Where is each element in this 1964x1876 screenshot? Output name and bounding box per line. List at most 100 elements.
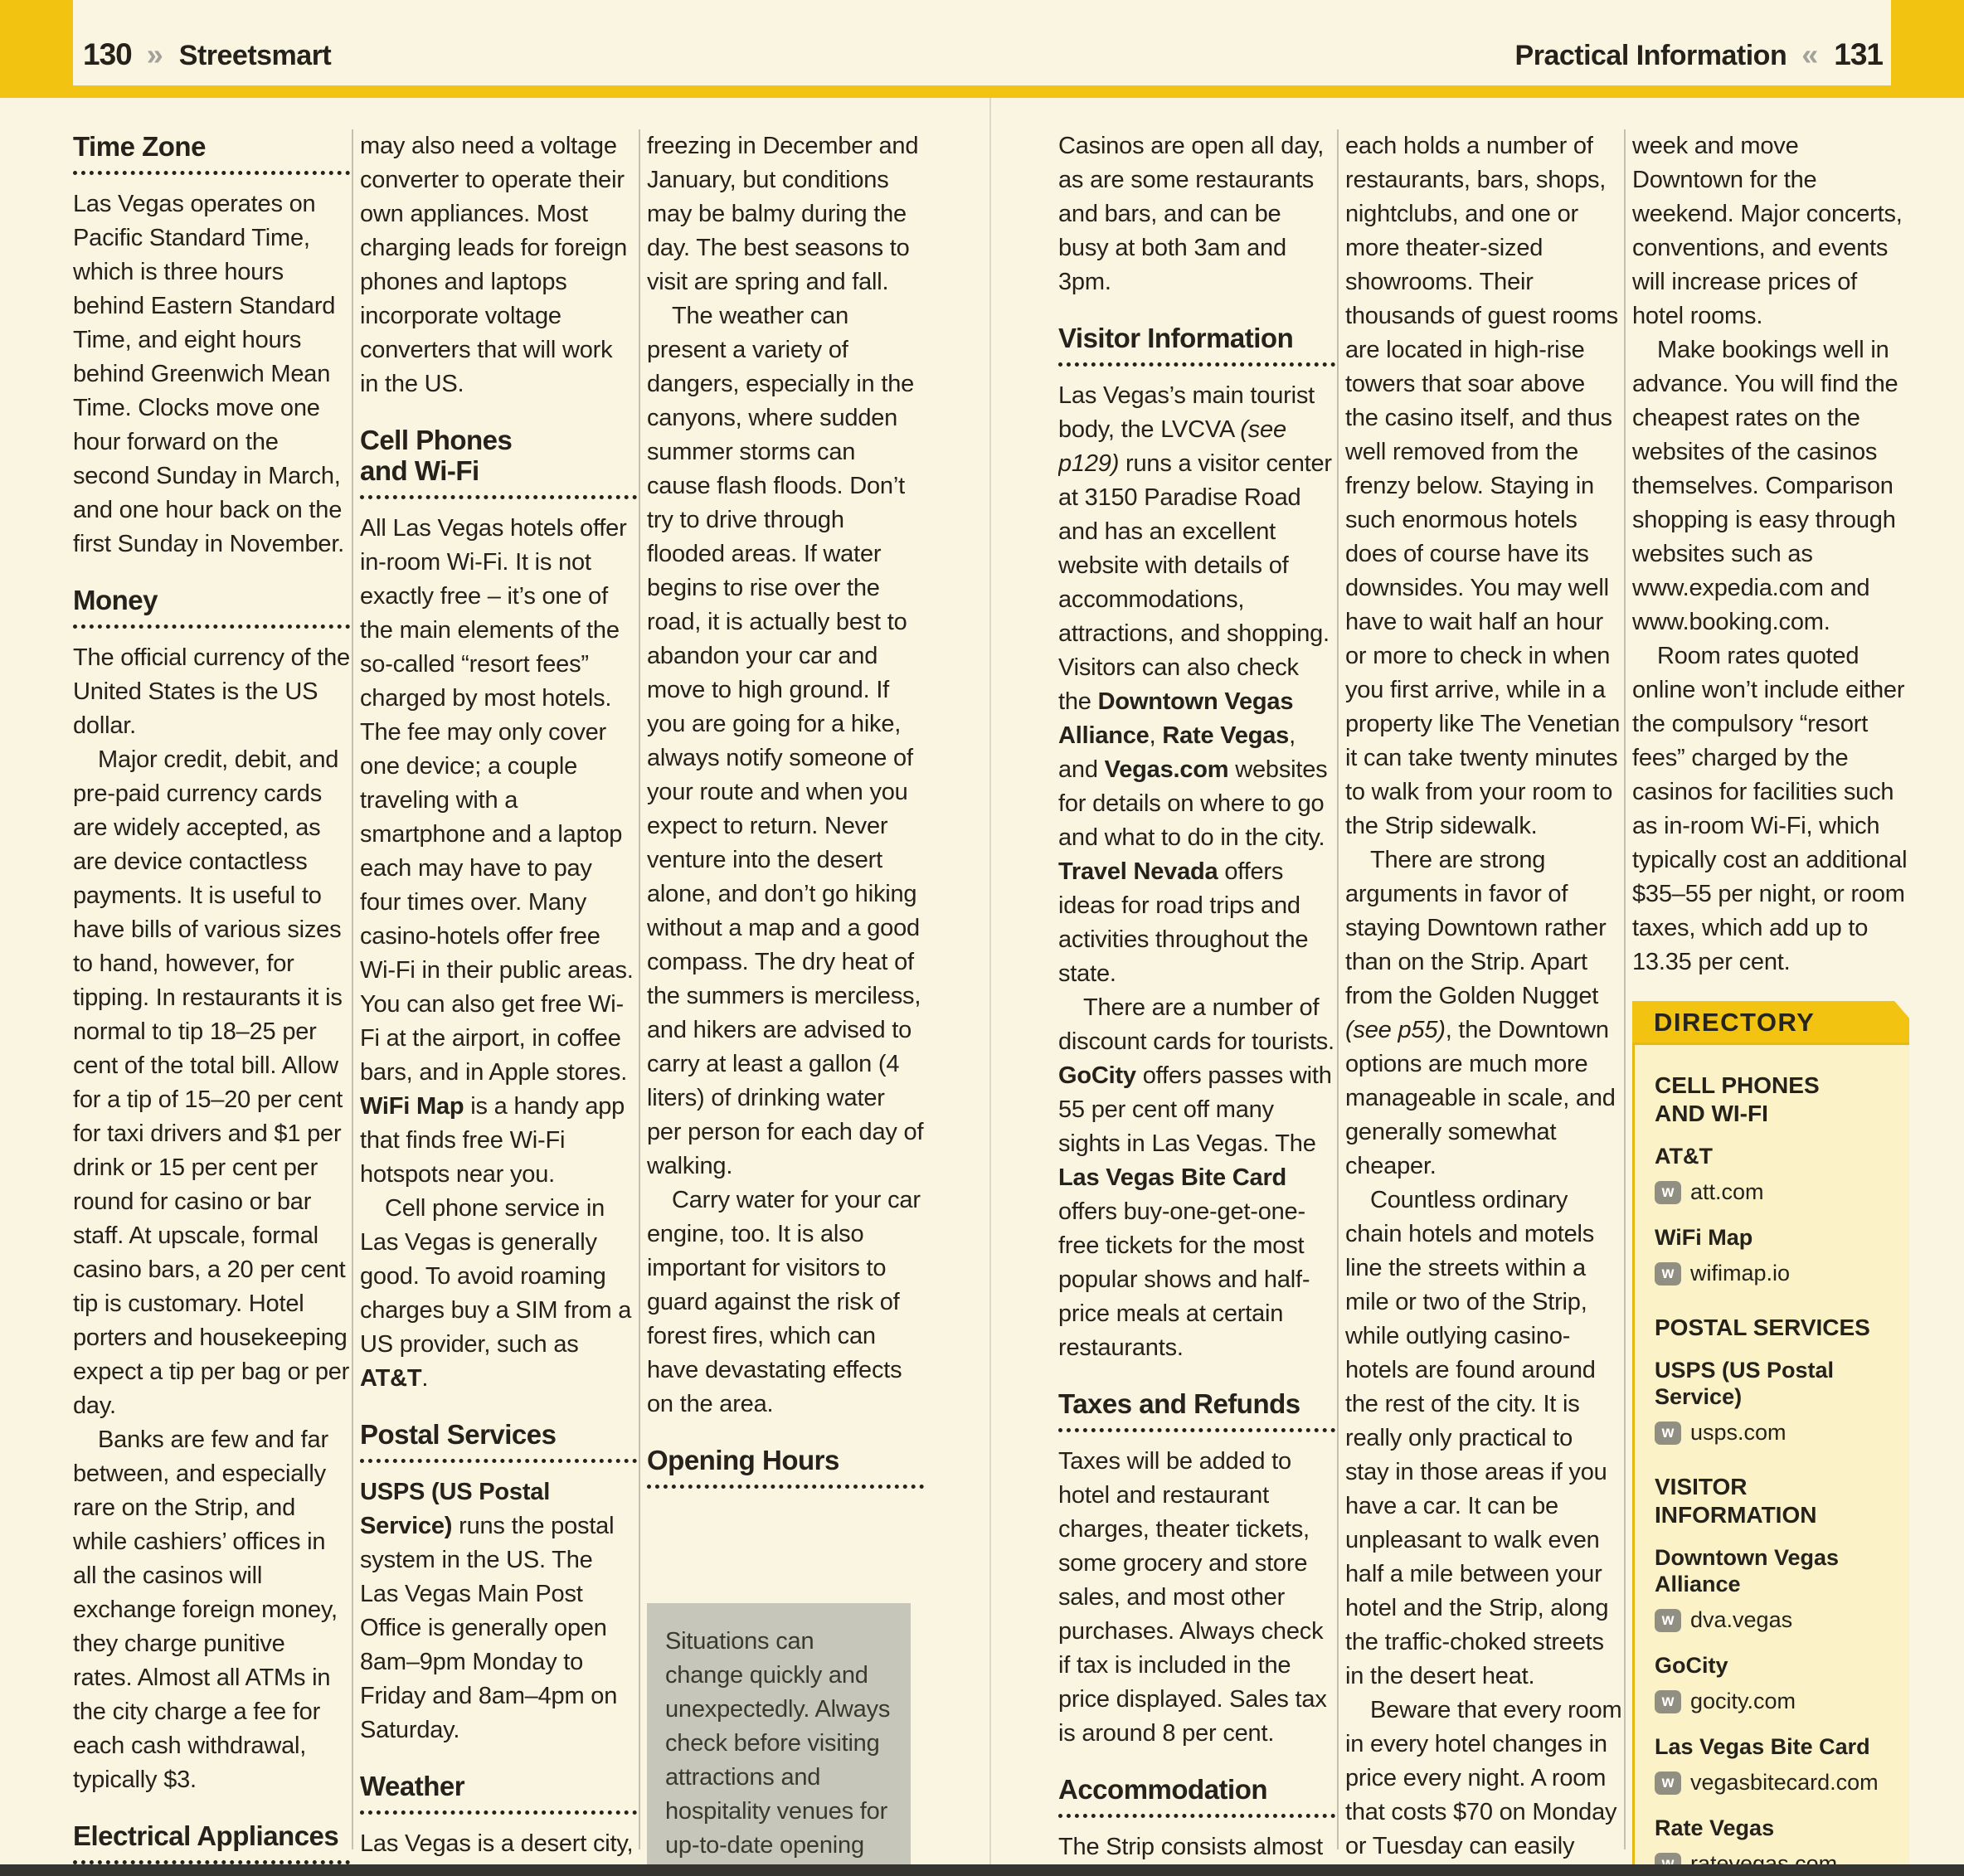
url-text: ratevegas.com [1690,1851,1838,1864]
section-heading: Weather [360,1771,465,1801]
directory-entry-url: w att.com [1655,1175,1900,1209]
directory-entry-name: AT&T [1655,1144,1713,1169]
section-heading: Visitor Information [1058,323,1294,353]
paragraph: The Strip consists almost exclusively of… [1058,1834,1323,1860]
paragraph: There are strong arguments in favor of s… [1345,847,1616,1179]
right-section-title: Practical Information [1514,40,1787,71]
dotted-rule [1058,1426,1335,1432]
dotted-rule [360,493,637,499]
dotted-rule [73,1859,350,1864]
text-column: may also need a voltage converter to ope… [360,129,637,1864]
text-column: week and move Downtown for the weekend. … [1632,129,1909,1864]
section-heading: Taxes and Refunds [1058,1388,1300,1419]
header-right: Practical Information « 131 [1514,37,1884,72]
advisory-text: Situations can change quickly and unexpe… [665,1628,891,1859]
dotted-rule [360,1809,637,1815]
directory-section-heading: POSTAL SERVICES [1655,1315,1870,1340]
url-text: wifimap.io [1690,1261,1791,1285]
paragraph: Casinos are open all day, as are some re… [1058,133,1325,295]
website-icon: w [1655,1852,1681,1864]
paragraph: Banks are few and far between, and espec… [73,1426,338,1793]
directory-section-heading: CELL PHONES AND WI-FI [1655,1072,1820,1126]
paragraph: Make bookings well in advance. You will … [1632,337,1898,635]
section-heading: Opening Hours [647,1445,839,1475]
header-left: 130 » Streetsmart [83,37,332,72]
website-icon: w [1655,1180,1681,1204]
directory-section-heading: VISITOR INFORMATION [1655,1474,1817,1528]
directory-entry-url: w wifimap.io [1655,1256,1900,1290]
section-heading: Postal Services [360,1419,557,1450]
column-divider [352,129,353,1849]
text-column: each holds a number of restaurants, bars… [1345,129,1622,1864]
directory-entry-name: WiFi Map [1655,1225,1753,1250]
dotted-rule [1058,361,1335,367]
website-icon: w [1655,1261,1681,1285]
directory-entry-url: w dva.vegas [1655,1603,1900,1637]
dotted-rule [647,1483,924,1489]
section-heading: Money [73,585,158,615]
dotted-rule [1058,1812,1335,1818]
directory-entry-name: USPS (US Postal Service) [1655,1358,1835,1409]
paragraph: Las Vegas is a desert city, receiving an… [360,1830,634,1857]
right-page-number: 131 [1834,37,1884,71]
url-text: vegasbitecard.com [1690,1770,1879,1795]
dotted-rule [73,623,350,629]
column-divider [1624,129,1626,1849]
paragraph: freezing in December and January, but co… [647,133,919,295]
directory-box: CELL PHONES AND WI-FI AT&T w att.com WiFi Ma… [1632,1042,1909,1864]
website-icon: w [1655,1608,1681,1632]
directory-entry-url: w vegasbitecard.com [1655,1766,1900,1800]
advisory-box: Situations can change quickly and unexpe… [647,1603,911,1864]
url-text: usps.com [1690,1420,1787,1445]
paragraph: Cell phone service in Las Vegas is gener… [360,1195,632,1392]
paragraph: USPS (US Postal Service) runs the postal… [360,1479,618,1743]
website-icon: w [1655,1421,1681,1445]
left-section-title: Streetsmart [178,40,332,71]
column-divider [639,129,640,1849]
page-header: 130 » Streetsmart Practical Information … [73,0,1891,85]
paragraph: Countless ordinary chain hotels and mote… [1345,1187,1609,1689]
paragraph: each holds a number of restaurants, bars… [1345,133,1621,839]
paragraph: There are a number of discount cards for… [1058,994,1334,1361]
paragraph: Las Vegas’s main tourist body, the LVCVA… [1058,382,1332,987]
directory: DIRECTORY CELL PHONES AND WI-FI AT&T w att.c… [1632,1001,1909,1864]
bottom-bar [0,1864,1964,1876]
section-heading: Time Zone [73,131,206,162]
column-divider [1337,129,1339,1849]
website-icon: w [1655,1771,1681,1795]
paragraph: The weather can present a variety of dan… [647,303,924,1179]
directory-entry-url: w ratevegas.com [1655,1847,1900,1864]
paragraph: All Las Vegas hotels offer in-room Wi-Fi… [360,515,634,1188]
section-heading: Cell Phones and Wi-Fi [360,425,513,486]
directory-entry-name: Las Vegas Bite Card [1655,1734,1870,1759]
dotted-rule [73,169,350,175]
text-column: Casinos are open all day, as are some re… [1058,129,1335,1864]
text-column: freezing in December and January, but co… [647,129,924,1864]
website-icon: w [1655,1689,1681,1713]
section-heading: Accommodation [1058,1774,1268,1805]
paragraph: may also need a voltage converter to ope… [360,133,628,397]
page-spine [989,98,991,1864]
chevrons-right-icon: » [146,37,164,71]
left-page-number: 130 [83,37,133,71]
directory-title: DIRECTORY [1632,1001,1909,1042]
paragraph: week and move Downtown for the weekend. … [1632,133,1903,329]
section-heading: Electrical Appliances [73,1820,339,1851]
text-column: Time Zone Las Vegas operates on Pacific S… [73,129,350,1864]
directory-entry-url: w gocity.com [1655,1684,1900,1718]
paragraph: Carry water for your car engine, too. It… [647,1187,921,1417]
directory-entry-name: GoCity [1655,1653,1728,1678]
paragraph: Taxes will be added to hotel and restaur… [1058,1448,1327,1747]
paragraph: Major credit, debit, and pre-paid curren… [73,746,350,1419]
url-text: att.com [1690,1179,1764,1204]
paragraph: Beware that every room in every hotel ch… [1345,1697,1622,1859]
url-text: dva.vegas [1690,1607,1793,1632]
chevrons-left-icon: « [1801,37,1820,71]
directory-entry-url: w usps.com [1655,1416,1900,1450]
directory-entry-name: Rate Vegas [1655,1815,1775,1840]
paragraph: The official currency of the United Stat… [73,644,350,739]
paragraph: Las Vegas operates on Pacific Standard T… [73,191,345,557]
url-text: gocity.com [1690,1689,1796,1713]
dotted-rule [360,1457,637,1463]
directory-entry-name: Downtown Vegas Alliance [1655,1545,1840,1597]
